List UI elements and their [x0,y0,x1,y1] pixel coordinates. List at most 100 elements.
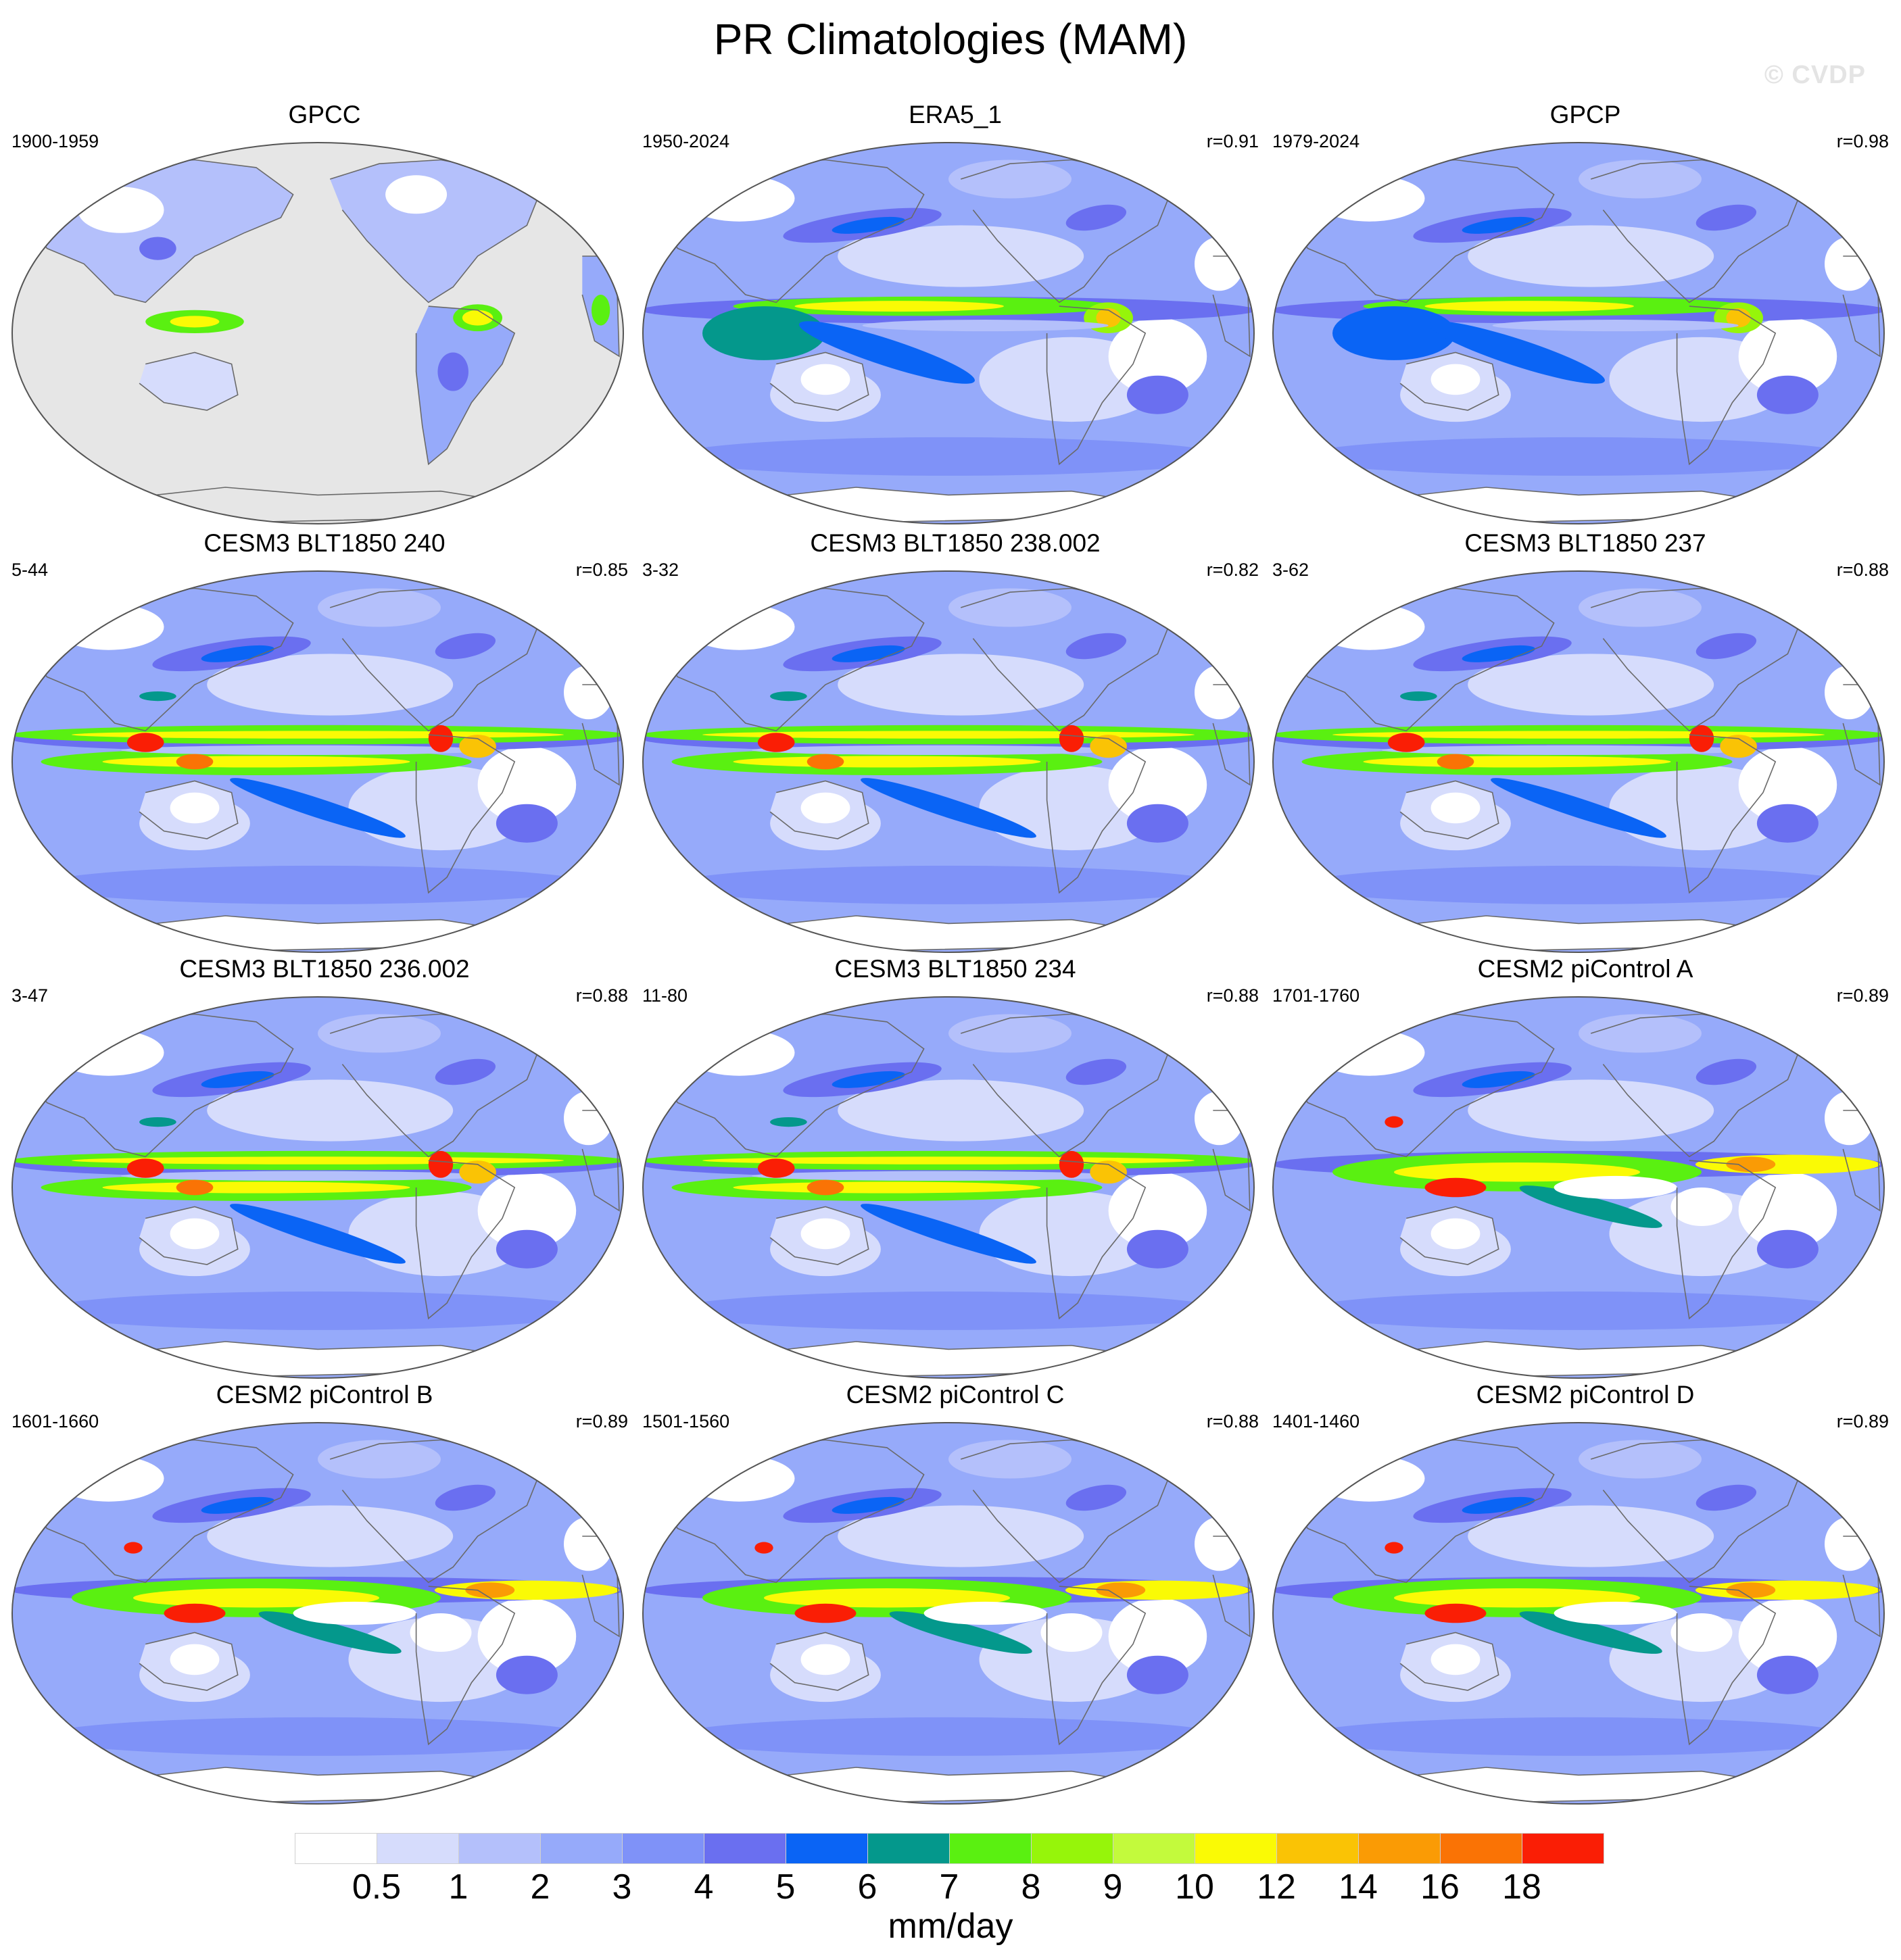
precip-map [1272,570,1885,953]
panel-title: CESM3 BLT1850 238.002 [810,529,1101,557]
map-outline [642,570,1255,953]
map-panel: CESM3 BLT1850 238.002 3-32 r=0.82 [641,529,1270,953]
map-panel: GPCP 1979-2024 r=0.98 [1271,100,1900,524]
panel-title: CESM3 BLT1850 236.002 [179,955,470,983]
panel-years: 3-47 [11,985,49,1006]
precip-map [642,142,1255,524]
panel-title: CESM2 piControl A [1477,955,1693,983]
panel-correlation: r=0.89 [575,1411,628,1431]
colorbar-swatch [540,1833,623,1864]
panel-title: CESM3 BLT1850 240 [203,529,446,557]
colorbar-tick-label: 18 [1502,1867,1541,1907]
panel-years: 1900-1959 [11,131,99,151]
precip-map [642,996,1255,1379]
map-panel: CESM3 BLT1850 237 3-62 r=0.88 [1271,529,1900,953]
panel-years: 1701-1760 [1272,985,1360,1006]
map-outline [1272,996,1885,1379]
map-panel: CESM3 BLT1850 236.002 3-47 r=0.88 [10,954,639,1379]
map-panel: CESM3 BLT1850 234 11-80 r=0.88 [641,954,1270,1379]
figure-title: PR Climatologies (MAM) [713,15,1188,64]
panel-title: CESM3 BLT1850 234 [834,955,1076,983]
colorbar-tick-label: 12 [1257,1867,1296,1907]
colorbar-tick-label: 9 [1103,1867,1123,1907]
panel-years: 3-62 [1272,560,1309,580]
colorbar-tick-label: 7 [939,1867,959,1907]
map-outline [642,142,1255,524]
map-panel: CESM3 BLT1850 240 5-44 r=0.85 [10,529,639,953]
panel-years: 11-80 [642,985,688,1006]
panel-correlation: r=0.88 [1206,1411,1259,1431]
panel-title: CESM2 piControl D [1476,1381,1695,1408]
colorbar-swatch [949,1833,1032,1864]
colorbar-swatch [1195,1833,1277,1864]
colorbar-tick-label: 1 [448,1867,468,1907]
map-panel: CESM2 piControl D 1401-1460 r=0.89 [1271,1380,1900,1805]
colorbar-swatch [377,1833,459,1864]
panel-correlation: r=0.88 [1836,560,1889,580]
panel-years: 1979-2024 [1272,131,1360,151]
map-outline [1272,570,1885,953]
panel-years: 1401-1460 [1272,1411,1360,1431]
map-panel: ERA5_1 1950-2024 r=0.91 [641,100,1270,524]
panel-correlation: r=0.89 [1836,1411,1889,1431]
panel-title: ERA5_1 [909,101,1002,128]
map-outline [1272,142,1885,524]
colorbar-swatch [786,1833,868,1864]
colorbar-tick-label: 3 [612,1867,632,1907]
panel-correlation: r=0.98 [1836,131,1889,151]
panel-title: CESM2 piControl B [216,1381,433,1408]
panel-title: CESM2 piControl C [846,1381,1065,1408]
precip-field [643,997,1254,1378]
panel-years: 1501-1560 [642,1411,730,1431]
panel-correlation: r=0.89 [1836,985,1889,1006]
map-outline [11,1422,624,1805]
map-panel: CESM2 piControl C 1501-1560 r=0.88 [641,1380,1270,1805]
precip-map [642,570,1255,953]
precip-field [12,997,623,1378]
precip-map [1272,1422,1885,1805]
colorbar-swatch [1113,1833,1195,1864]
colorbar-tick-label: 16 [1420,1867,1460,1907]
panel-years: 1601-1660 [11,1411,99,1431]
panel-years: 5-44 [11,560,49,580]
precip-map [11,996,624,1379]
colorbar-tick-label: 2 [530,1867,550,1907]
colorbar-swatch [1440,1833,1522,1864]
map-outline [11,996,624,1379]
precip-map [1272,996,1885,1379]
colorbar-tick-label: 10 [1175,1867,1214,1907]
precip-field [643,571,1254,952]
colorbar-swatch [1358,1833,1441,1864]
map-panel: CESM2 piControl B 1601-1660 r=0.89 [10,1380,639,1805]
map-outline [642,996,1255,1379]
precip-map [11,142,624,524]
colorbar-swatch [1031,1833,1113,1864]
colorbar-unit-label: mm/day [888,1907,1013,1946]
panel-years: 3-32 [642,560,679,580]
map-panel: CESM2 piControl A 1701-1760 r=0.89 [1271,954,1900,1379]
colorbar-tick-label: 14 [1339,1867,1378,1907]
panel-title: GPCC [288,101,361,128]
colorbar-swatch [1276,1833,1359,1864]
cvdp-watermark: © CVDP [1764,61,1866,89]
map-panel: GPCC 1900-1959 [10,100,639,524]
precip-field [1273,997,1884,1378]
colorbar-tick-label: 6 [857,1867,877,1907]
colorbar [295,1833,1604,1865]
panel-correlation: r=0.91 [1206,131,1259,151]
panel-correlation: r=0.82 [1206,560,1259,580]
panel-years: 1950-2024 [642,131,730,151]
precip-map [11,1422,624,1805]
panel-title: CESM3 BLT1850 237 [1464,529,1706,557]
panel-correlation: r=0.88 [1206,985,1259,1006]
colorbar-swatch [622,1833,704,1864]
colorbar-swatch [1522,1833,1604,1864]
panel-correlation: r=0.88 [575,985,628,1006]
precip-field [12,143,623,524]
map-outline [1272,1422,1885,1805]
precip-map [642,1422,1255,1805]
precip-map [1272,142,1885,524]
colorbar-tick-label: 5 [775,1867,796,1907]
map-outline [11,570,624,953]
colorbar-swatch [704,1833,786,1864]
